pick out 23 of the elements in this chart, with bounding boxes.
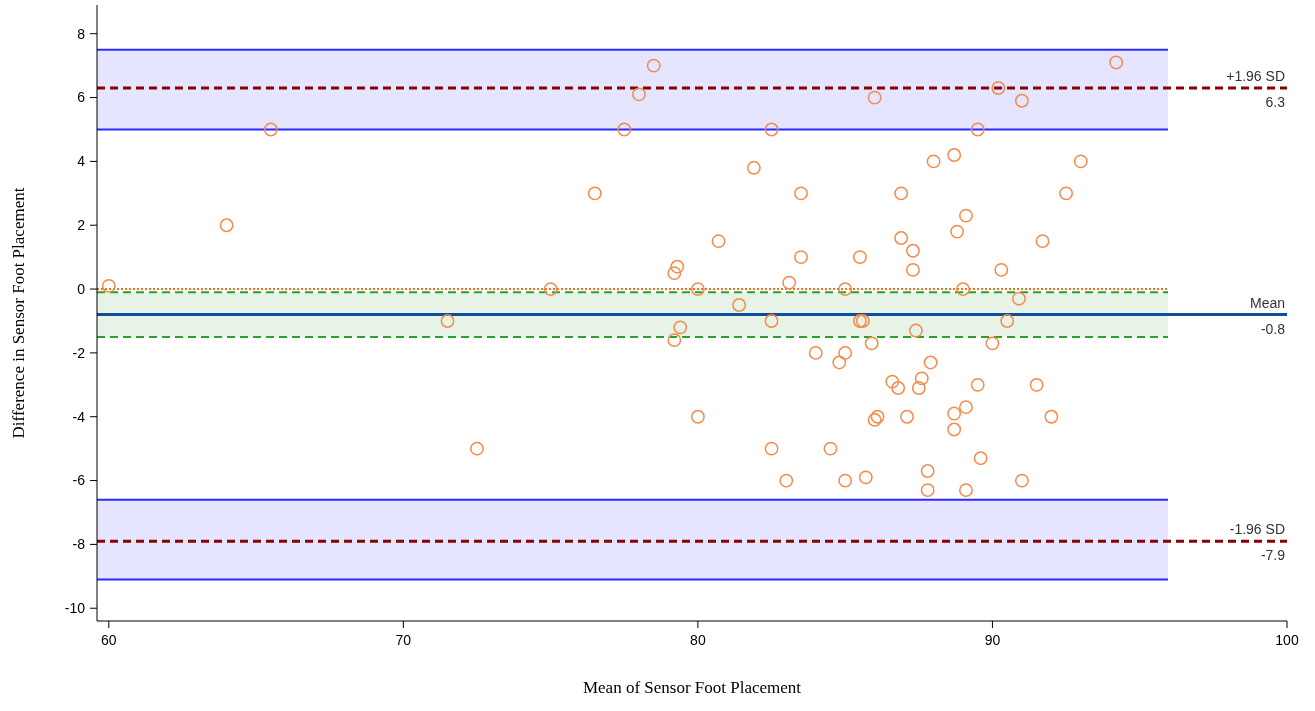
x-axis-title: Mean of Sensor Foot Placement (582, 678, 802, 697)
ref-line-label: +1.96 SD (1226, 67, 1285, 84)
x-tick-label: 60 (100, 632, 117, 648)
ref-line-label: -1.96 SD (1229, 521, 1285, 538)
y-tick-label: -2 (72, 344, 86, 361)
annotation: 6.3 (1265, 93, 1286, 110)
y-tick-label: 4 (77, 153, 86, 170)
y-tick-label: -8 (72, 536, 86, 553)
x-tick-label: 90 (984, 632, 1001, 648)
annotation: -0.8 (1260, 320, 1286, 337)
ref-line-label: Mean (1249, 294, 1285, 311)
y-tick-label: 0 (77, 280, 86, 297)
y-tick-label: -10 (64, 600, 86, 617)
y-tick-label: -4 (72, 408, 86, 425)
y-tick-label: -6 (72, 472, 86, 489)
x-tick-label: 70 (395, 632, 412, 648)
y-tick-label: 2 (77, 217, 86, 234)
x-tick-label: 80 (690, 632, 706, 648)
x-tick-label: 100 (1275, 632, 1299, 648)
y-axis-title: Difference in Sensor Foot Placement (9, 187, 28, 439)
y-tick-label: 8 (77, 25, 86, 42)
annotation: -7.9 (1260, 547, 1286, 564)
y-tick-label: 6 (77, 89, 86, 106)
